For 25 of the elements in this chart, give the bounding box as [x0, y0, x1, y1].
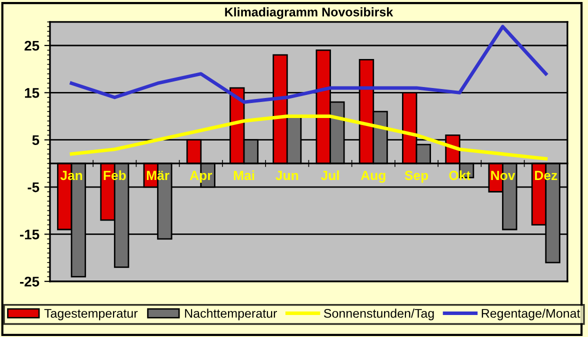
y-tick-label: 15 — [24, 88, 40, 98]
x-tick-label: Dez — [535, 170, 558, 180]
x-tick-label: Jun — [276, 170, 298, 180]
legend-label: Sonnenstunden/Tag — [324, 308, 434, 320]
y-tick-label: -15 — [20, 230, 40, 240]
line-series — [70, 24, 548, 104]
x-tick-label: Apr — [190, 170, 212, 183]
x-tick-label: Aug — [360, 170, 386, 183]
x-tick-label: Mai — [234, 170, 254, 180]
x-tick-label: Sep — [404, 170, 428, 183]
y-tick-label: -5 — [28, 182, 40, 192]
x-tick-label: Jul — [320, 170, 339, 180]
line-series — [70, 114, 548, 160]
y-tick-label: 25 — [24, 40, 40, 51]
legend-label: Nachttemperatur — [185, 308, 277, 320]
x-tick-label: Feb — [104, 170, 126, 180]
y-tick-label: 5 — [32, 135, 40, 146]
legend-label: Regentage/Monat — [482, 308, 580, 320]
x-tick-label: Nov — [491, 170, 516, 180]
x-tick-label: Jan — [60, 170, 82, 180]
chart-title: Klimadiagramm Novosibirsk — [225, 7, 394, 19]
x-tick-label: Okt — [449, 170, 470, 180]
legend-label: Tagestemperatur — [44, 309, 138, 320]
y-tick-label: -25 — [20, 276, 40, 287]
x-tick-label: Mär — [146, 170, 170, 180]
